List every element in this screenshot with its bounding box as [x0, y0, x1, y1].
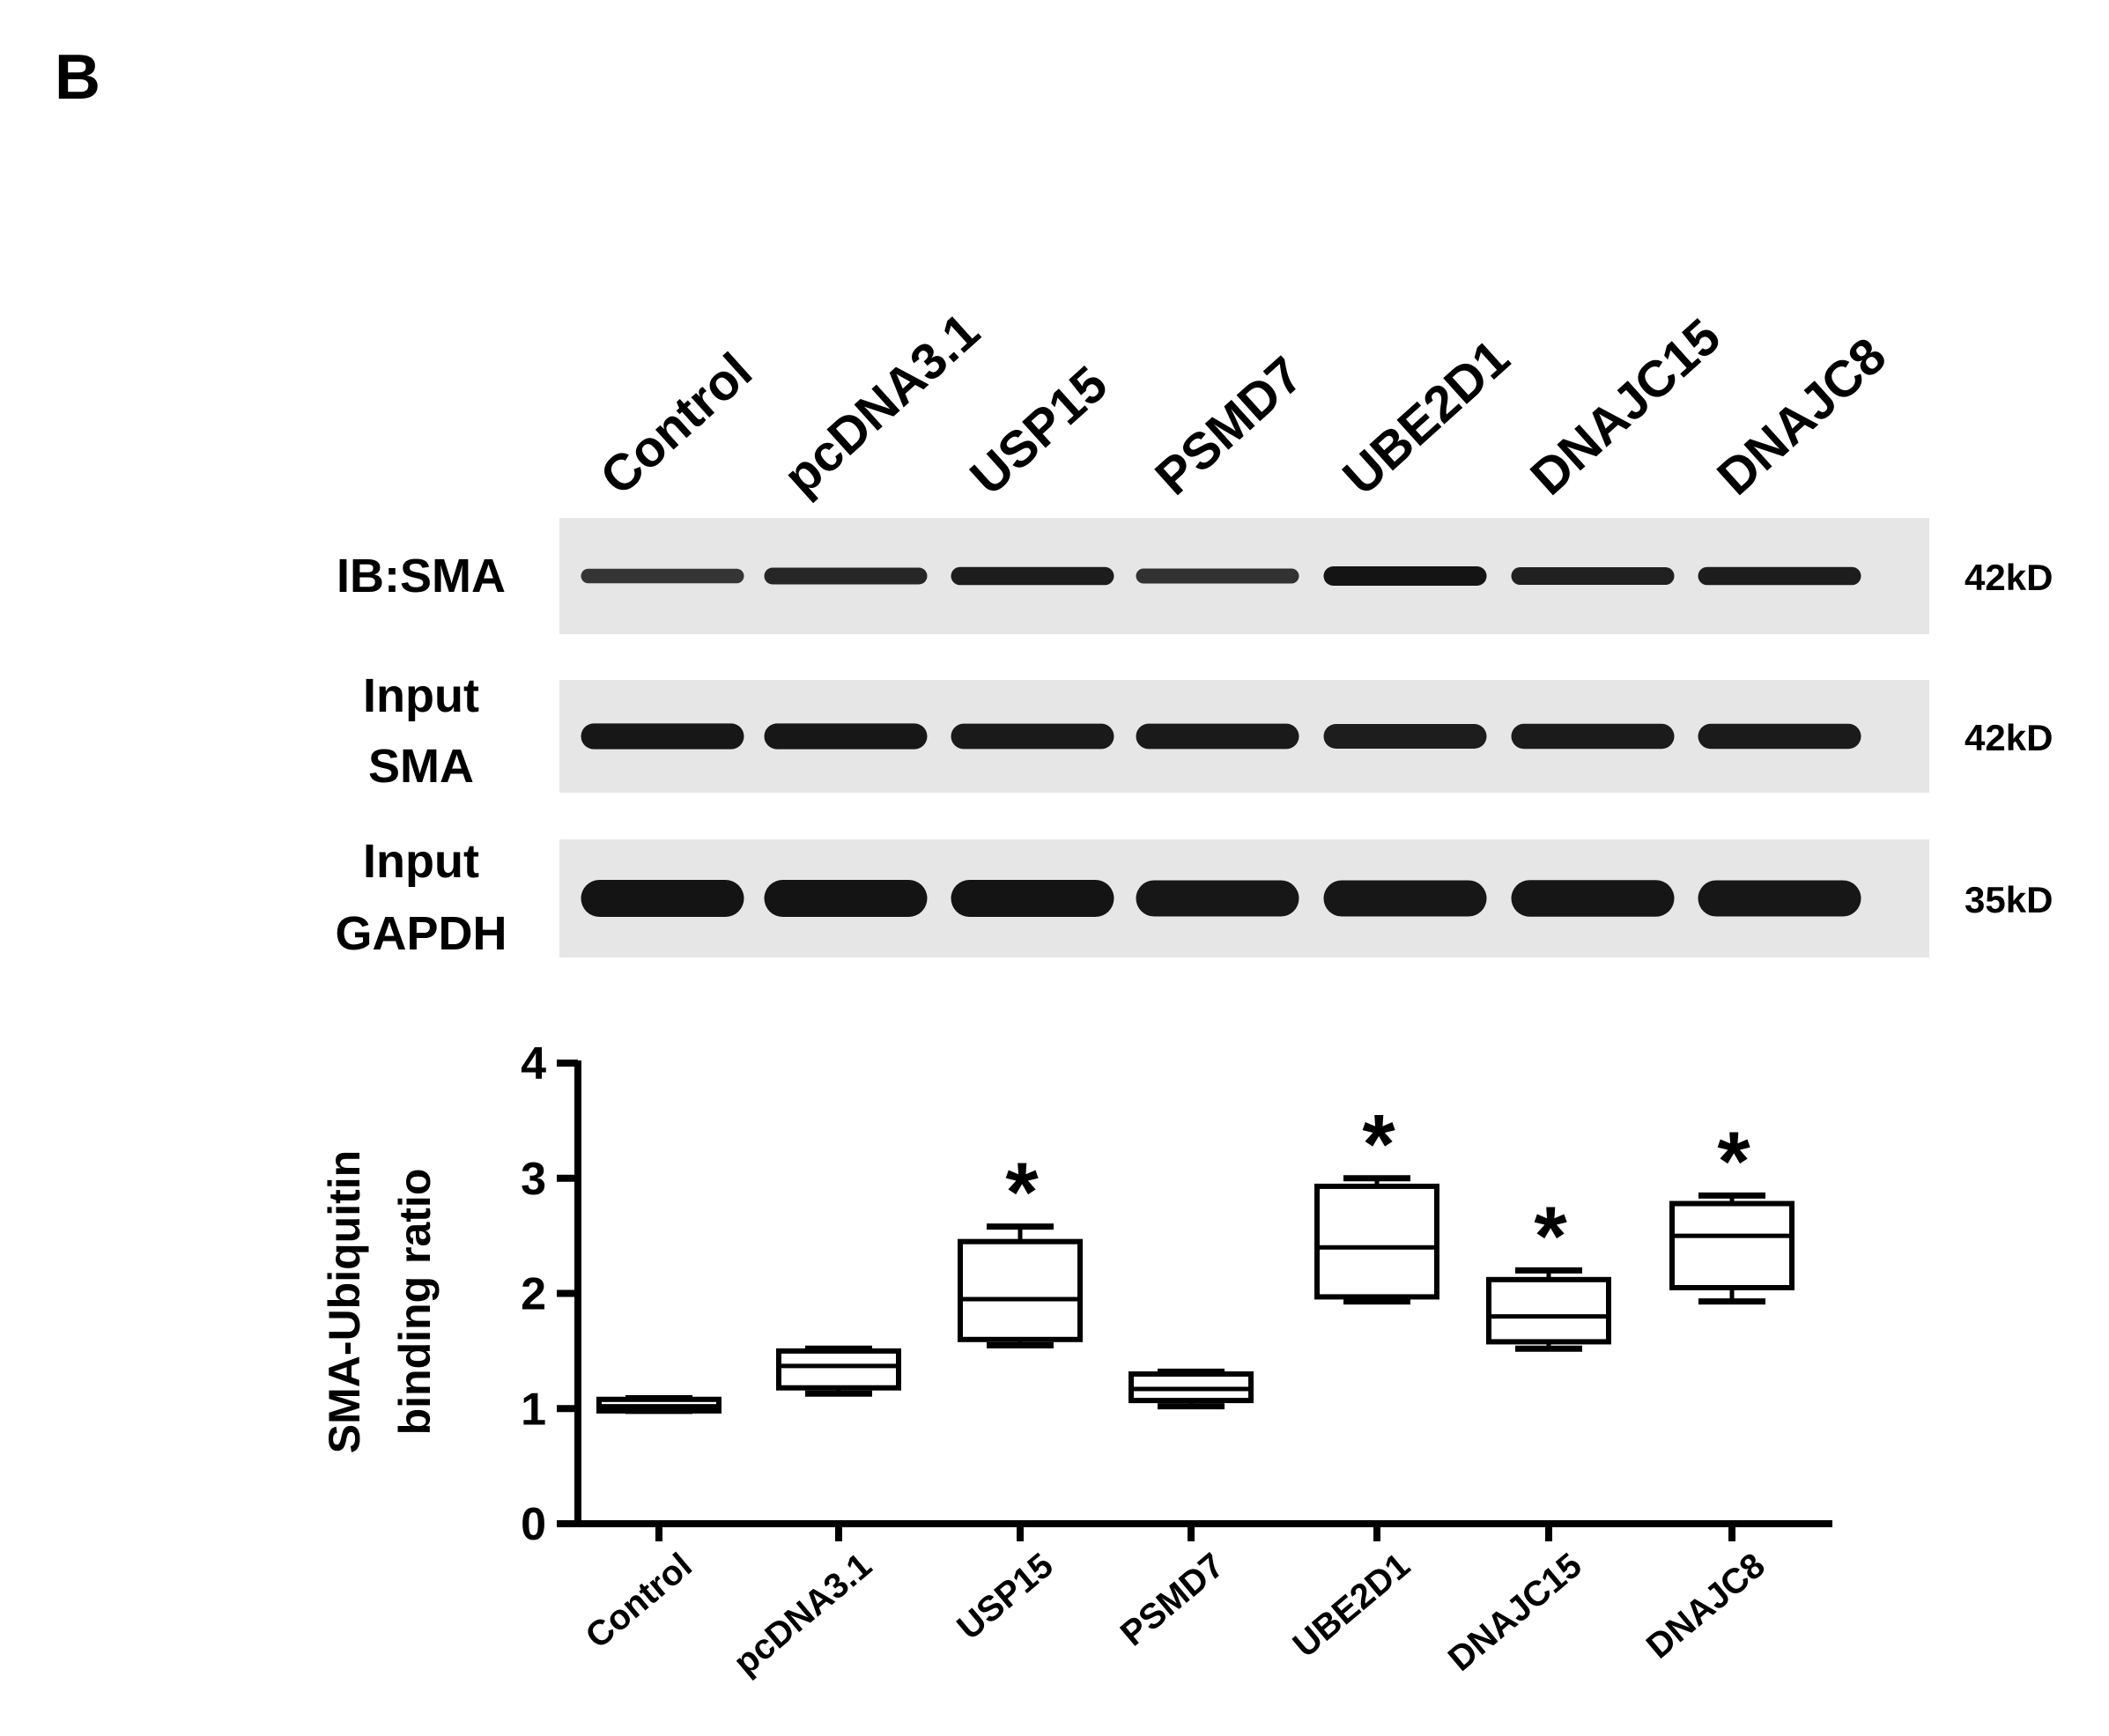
y-axis-label: SMA-Ubiquitin binding ratio: [320, 1150, 440, 1453]
blot-band: [581, 880, 744, 917]
blot-row-label: GAPDH: [335, 907, 507, 960]
blot-band: [581, 568, 744, 584]
y-tick-label: 2: [521, 1269, 546, 1320]
x-tick-label: UBE2D1: [1286, 1546, 1417, 1665]
blot-row-label: IB:SMA: [337, 550, 506, 602]
y-axis-label-line: SMA-Ubiquitin: [320, 1150, 369, 1453]
box-iqr: [776, 1348, 901, 1391]
blot-row: Input SMA 42kD: [363, 669, 2053, 793]
box-iqr: [958, 1238, 1083, 1342]
blot-band: [764, 880, 928, 917]
lane-label: pcDNA3.1: [773, 302, 990, 506]
y-axis-label-line: binding ratio: [390, 1169, 440, 1436]
significance-star: *: [1534, 1189, 1567, 1283]
lane-label: DNAJC15: [1520, 307, 1731, 506]
y-tick-label: 3: [521, 1154, 546, 1205]
lane-label: USP15: [959, 355, 1118, 506]
box-series: * * * *: [596, 1097, 1794, 1415]
blot-band: [1698, 723, 1861, 750]
box-USP15: *: [958, 1146, 1083, 1348]
x-tick-label: USP15: [950, 1546, 1060, 1647]
lane-label: DNAJC8: [1706, 327, 1897, 506]
lane-label: UBE2D1: [1332, 329, 1521, 506]
blot-band: [1136, 880, 1299, 917]
box-iqr: [1314, 1183, 1439, 1300]
x-tick-label: PSMD7: [1114, 1546, 1232, 1653]
significance-star: *: [1362, 1097, 1395, 1192]
molecular-weight-label: 35kD: [1965, 879, 2053, 920]
blot-row-label: Input: [363, 835, 479, 888]
blot-band: [1323, 880, 1487, 917]
blot-row-label: Input: [363, 669, 479, 722]
blot-band: [1698, 566, 1861, 586]
blot-band: [1511, 880, 1675, 917]
x-axis: Control pcDNA3.1 USP15 PSMD7 UBE2D1 DNAJC15 DN…: [574, 1520, 1832, 1682]
y-tick-label: 0: [521, 1499, 546, 1550]
lane-label: Control: [589, 342, 763, 506]
blot-row: IB:SMA 42kD: [337, 518, 2053, 634]
molecular-weight-label: 42kD: [1965, 717, 2053, 758]
blot-band: [764, 723, 928, 750]
panel-label: B: [55, 42, 100, 113]
y-tick-label: 1: [521, 1384, 546, 1435]
significance-star: *: [1005, 1146, 1039, 1240]
box-PSMD7: [1128, 1368, 1254, 1410]
box-iqr: [1486, 1276, 1611, 1345]
box-pcDNA3.1: [776, 1345, 901, 1397]
blot-band: [1511, 566, 1675, 586]
x-tick-label: DNAJC15: [1441, 1546, 1589, 1679]
blot-row: Input GAPDH 35kD: [335, 835, 2053, 960]
y-axis: 0 1 2 3 4: [521, 1038, 581, 1550]
blot-rows: IB:SMA 42kD Input SMA 42kD Input GAPDH 35kD: [335, 518, 2053, 960]
molecular-weight-label: 42kD: [1965, 557, 2053, 598]
blot-band: [951, 723, 1114, 750]
blot-row-label: SMA: [368, 740, 474, 793]
blot-band: [1323, 566, 1487, 586]
blot-band: [1323, 724, 1487, 749]
x-tick-label: pcDNA3.1: [727, 1546, 879, 1682]
box-UBE2D1: *: [1314, 1097, 1439, 1305]
blot-band: [581, 723, 744, 750]
blot-band: [1698, 880, 1861, 917]
lane-label: PSMD7: [1144, 346, 1314, 506]
x-tick-label: Control: [579, 1546, 699, 1656]
significance-star: *: [1717, 1114, 1750, 1208]
blot-band: [1136, 723, 1299, 750]
x-tick-label: DNAJC8: [1639, 1546, 1772, 1666]
blot-band: [951, 566, 1114, 586]
box-DNAJC15: *: [1486, 1189, 1611, 1352]
blot-band: [764, 567, 928, 585]
box-Control: [596, 1394, 722, 1415]
box-iqr: [1669, 1200, 1794, 1290]
blot-band: [1136, 568, 1299, 584]
box-DNAJC8: *: [1669, 1114, 1794, 1305]
y-tick-label: 4: [521, 1038, 546, 1090]
blot-band: [1511, 723, 1675, 750]
blot-band: [951, 880, 1114, 917]
